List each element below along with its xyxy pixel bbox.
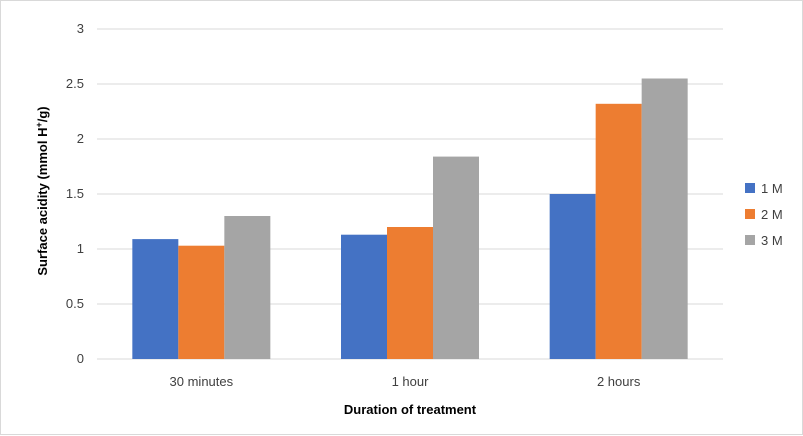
x-tick-label: 30 minutes	[170, 374, 234, 389]
legend-label: 1 M	[761, 181, 783, 196]
x-tick-label: 1 hour	[392, 374, 430, 389]
bar-2m-1	[387, 227, 433, 359]
y-axis-ticks: 0 0.5 1 1.5 2 2.5 3	[66, 21, 84, 366]
bar-2m-0	[178, 245, 225, 359]
y-axis-title: Surface acidity (mmol H+/g)	[34, 106, 50, 275]
legend-swatch	[745, 183, 755, 193]
bar-2m-2	[595, 103, 642, 359]
y-tick-label: 1.5	[66, 186, 84, 201]
y-axis-title-sup: +	[34, 122, 44, 127]
y-tick-label: 0	[77, 351, 84, 366]
legend-label: 3 M	[761, 233, 783, 248]
y-tick-label: 0.5	[66, 296, 84, 311]
bars	[132, 78, 688, 359]
y-axis-title-tail: /g)	[35, 106, 50, 122]
y-tick-label: 2	[77, 131, 84, 146]
y-axis-title-main: Surface acidity (mmol H	[35, 128, 50, 276]
bar-1m-0	[132, 239, 179, 359]
x-axis-ticks: 30 minutes 1 hour 2 hours	[170, 374, 641, 389]
bar-1m-1	[341, 234, 387, 359]
legend-label: 2 M	[761, 207, 783, 222]
bar-3m-2	[641, 78, 688, 359]
y-tick-label: 2.5	[66, 76, 84, 91]
legend-swatch	[745, 235, 755, 245]
legend: 1 M 2 M 3 M	[745, 181, 783, 248]
y-tick-label: 3	[77, 21, 84, 36]
y-tick-label: 1	[77, 241, 84, 256]
legend-swatch	[745, 209, 755, 219]
x-axis-title: Duration of treatment	[344, 402, 477, 417]
bar-3m-0	[224, 216, 271, 359]
x-tick-label: 2 hours	[597, 374, 641, 389]
bar-3m-1	[433, 156, 479, 359]
bar-1m-2	[549, 194, 596, 359]
